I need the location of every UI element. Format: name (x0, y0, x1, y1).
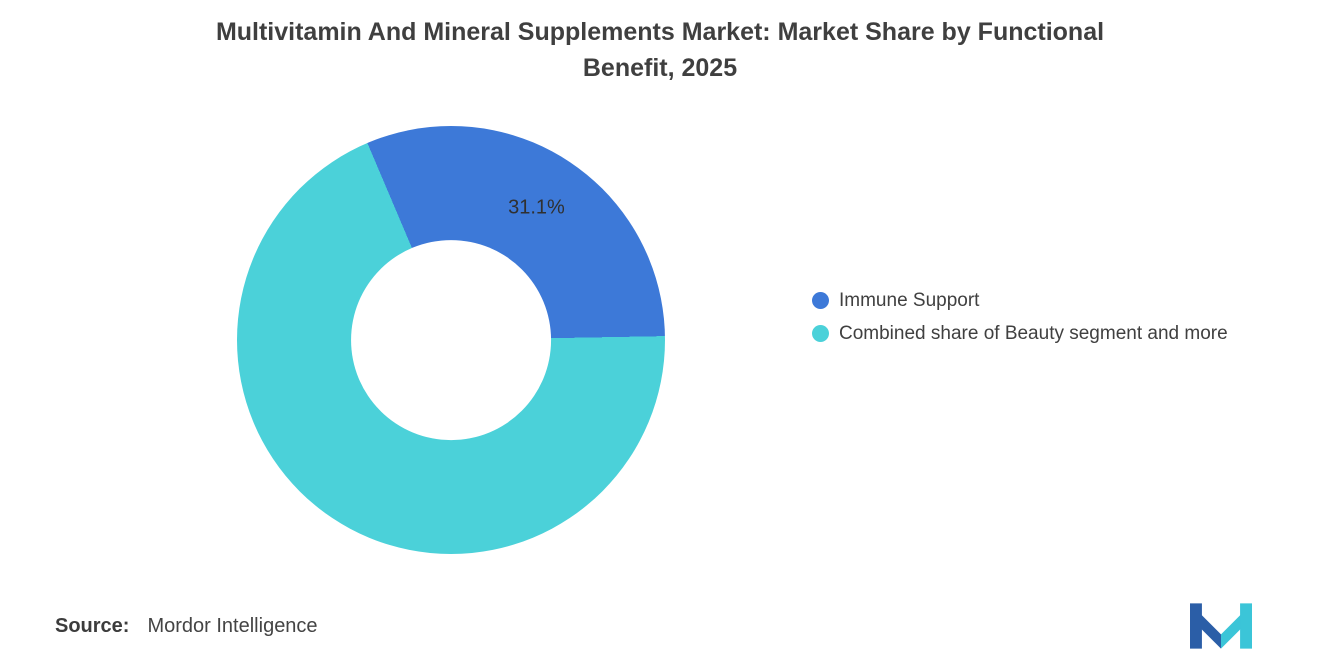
mordor-intelligence-logo (1190, 603, 1252, 649)
source-line: Source: Mordor Intelligence (55, 615, 318, 638)
chart-title-line1: Multivitamin And Mineral Supplements Mar… (215, 18, 1105, 46)
source-value: Mordor Intelligence (147, 615, 318, 637)
legend: Immune Support Combined share of Beauty … (812, 284, 1228, 350)
chart-title: Multivitamin And Mineral Supplements Mar… (0, 14, 1320, 87)
legend-label-combined-share: Combined share of Beauty segment and mor… (839, 322, 1228, 344)
donut-chart: 31.1% (237, 126, 665, 554)
source-label: Source: (55, 615, 130, 637)
slice-data-label: 31.1% (508, 196, 565, 219)
legend-label-immune-support: Immune Support (839, 289, 980, 311)
chart-title-line2: Benefit, 2025 (582, 54, 738, 83)
donut-hole (351, 240, 551, 440)
logo-left-diagonal (1190, 603, 1221, 649)
logo-right-bar (1240, 603, 1252, 649)
legend-item-combined-share: Combined share of Beauty segment and mor… (812, 317, 1228, 350)
legend-swatch-immune-support (812, 292, 829, 309)
legend-swatch-combined-share (812, 325, 829, 342)
legend-item-immune-support: Immune Support (812, 284, 1228, 317)
